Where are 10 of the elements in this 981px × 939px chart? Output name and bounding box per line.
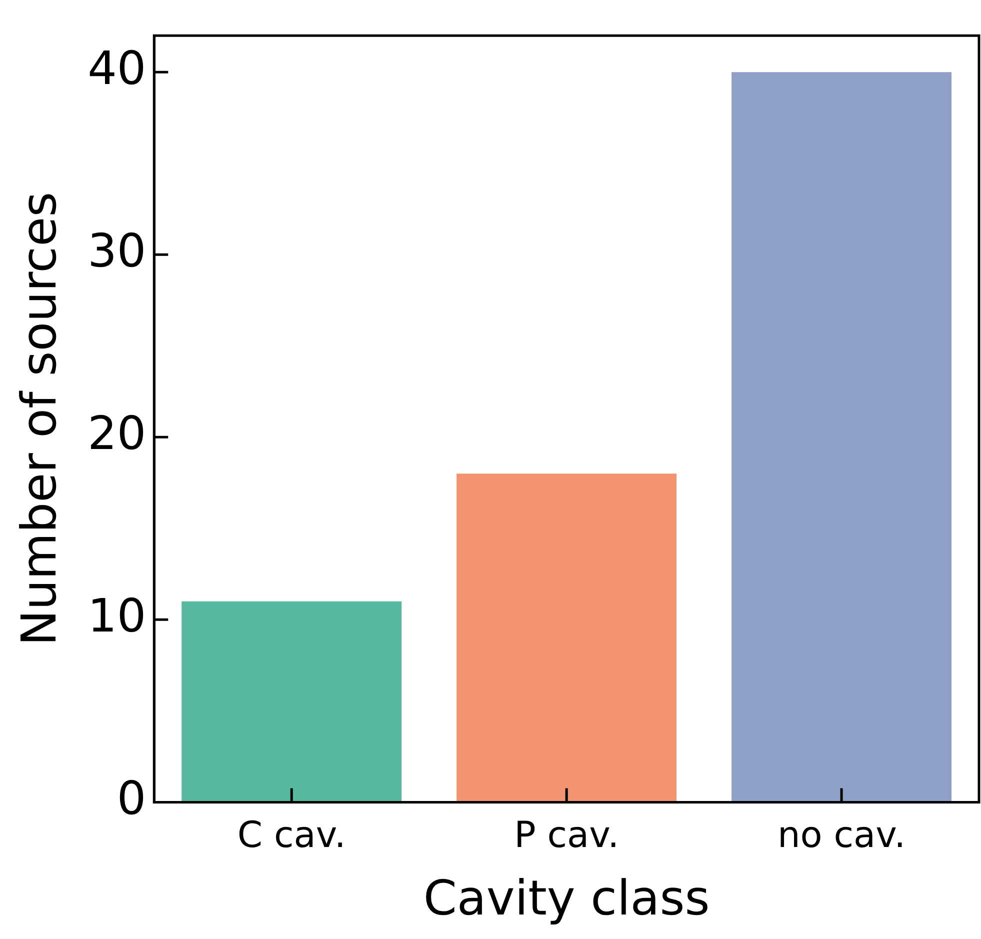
y-tick-label: 10 xyxy=(88,588,146,643)
x-axis-title: Cavity class xyxy=(423,870,710,927)
x-tick-label: no cav. xyxy=(777,815,906,856)
x-tick-label: C cav. xyxy=(237,815,346,856)
y-tick-label: 0 xyxy=(116,771,146,826)
x-tick-label: P cav. xyxy=(514,815,620,856)
y-tick-label: 30 xyxy=(88,224,146,278)
y-tick-label: 40 xyxy=(88,41,146,96)
y-axis-title: Number of sources xyxy=(11,192,68,646)
y-tick-label: 20 xyxy=(88,406,146,460)
